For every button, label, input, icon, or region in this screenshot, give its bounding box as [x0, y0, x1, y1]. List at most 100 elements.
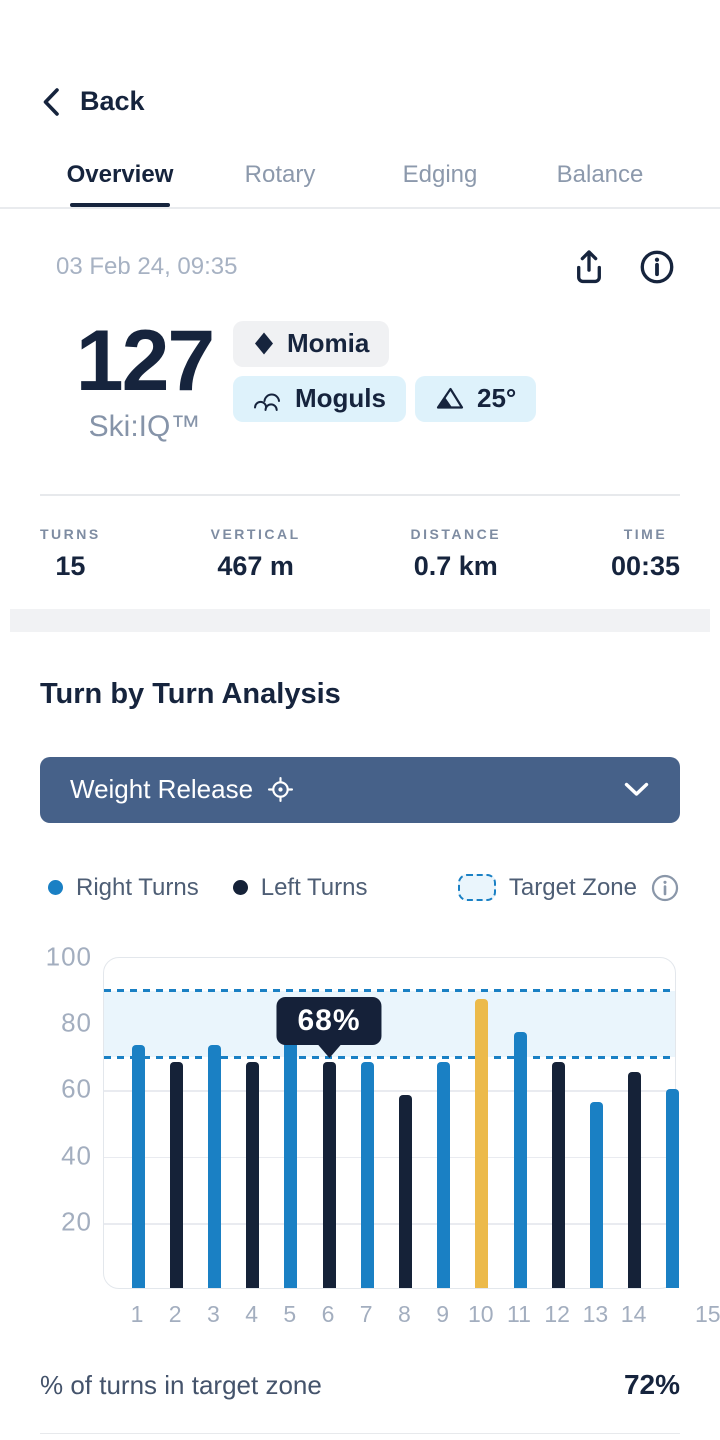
turn-bar-3[interactable]	[207, 1045, 221, 1288]
tab-overview[interactable]: Overview	[40, 161, 200, 207]
tab-rotary[interactable]: Rotary	[200, 161, 360, 203]
stat-turns-label: TURNS	[40, 525, 101, 542]
turn-bar-2[interactable]	[169, 1061, 183, 1288]
active-tab-underline	[70, 203, 170, 207]
tab-balance-label: Balance	[556, 161, 644, 188]
tab-edging[interactable]: Edging	[360, 161, 520, 203]
chevron-left-icon	[40, 87, 62, 117]
tab-edging-label: Edging	[402, 161, 478, 188]
gridline	[104, 1156, 675, 1159]
turn-bar-6[interactable]	[322, 1061, 336, 1288]
tab-balance[interactable]: Balance	[520, 161, 680, 203]
stat-time-value: 00:35	[610, 550, 680, 581]
tab-rotary-label: Rotary	[244, 161, 316, 188]
stat-turns: TURNS 15	[40, 526, 101, 582]
target-zone-swatch	[457, 874, 496, 902]
gridline	[104, 1090, 675, 1092]
x-tick-label: 9	[436, 1300, 449, 1327]
tabs-divider	[0, 207, 720, 209]
stat-distance: DISTANCE 0.7 km	[411, 526, 502, 582]
target-zone-dashed-line	[104, 1055, 675, 1059]
y-tick-label: 40	[61, 1140, 92, 1171]
y-tick-label: 80	[61, 1007, 92, 1038]
right-turns-dot	[48, 880, 63, 896]
share-icon[interactable]	[570, 247, 608, 287]
target-zone-band	[104, 990, 675, 1058]
chart-tooltip: 68%	[276, 996, 382, 1045]
style-tag-label: Moguls	[295, 383, 386, 413]
slope-tag: 25°	[415, 375, 537, 422]
back-button[interactable]: Back	[40, 86, 145, 117]
slope-tag-label: 25°	[477, 383, 517, 413]
x-tick-label: 1	[130, 1300, 144, 1327]
x-tick-label: 12	[544, 1300, 570, 1327]
turn-bar-4[interactable]	[246, 1061, 260, 1288]
tab-bar: Overview Rotary Edging Balance	[40, 161, 680, 207]
chevron-down-icon	[623, 781, 650, 798]
target-zone-info-icon[interactable]	[650, 873, 680, 903]
turn-bar-5[interactable]	[284, 1018, 298, 1288]
x-tick-label: 6	[321, 1300, 335, 1327]
turn-bar-chart: 20 40 60 80 100 68% 1 2 3 4 5 6 7 8 9 10 11 12 13 14 15	[0, 941, 720, 1333]
slope-icon	[435, 386, 465, 411]
x-tick-label: 11	[507, 1300, 531, 1327]
tab-overview-label: Overview	[66, 161, 174, 188]
stat-turns-value: 15	[55, 550, 86, 581]
moguls-icon	[253, 385, 283, 412]
x-tick-label: 7	[359, 1300, 373, 1327]
turn-bar-8[interactable]	[398, 1095, 412, 1288]
turn-bar-1[interactable]	[131, 1045, 145, 1288]
target-icon	[267, 776, 294, 803]
x-tick-label: 8	[397, 1300, 411, 1327]
legend-left-turns: Left Turns	[232, 873, 368, 902]
run-tag-label: Momia	[287, 328, 370, 358]
legend-target-zone: Target Zone	[457, 873, 680, 903]
stat-vertical-label: VERTICAL	[210, 525, 301, 542]
metric-dropdown[interactable]: Weight Release	[40, 756, 680, 823]
x-tick-label: 5	[283, 1300, 297, 1327]
chart-plot: 68%	[103, 956, 680, 1289]
stat-time-label: TIME	[623, 525, 668, 542]
diamond-icon	[253, 331, 275, 356]
chart-y-axis: 20 40 60 80 100	[0, 941, 92, 1289]
y-tick-label: 20	[61, 1206, 92, 1237]
turn-bar-11[interactable]	[513, 1032, 527, 1288]
legend-right-turns: Right Turns	[48, 874, 199, 902]
bottom-divider	[40, 1432, 680, 1435]
turn-bar-12[interactable]	[551, 1061, 565, 1288]
stat-time: TIME 00:35	[611, 526, 680, 582]
left-turns-label: Left Turns	[260, 873, 368, 901]
run-tag: Momia	[233, 320, 390, 367]
turn-bar-13[interactable]	[589, 1101, 603, 1288]
ski-iq-score: 127	[75, 312, 215, 409]
gridline	[104, 1223, 675, 1225]
metric-dropdown-label: Weight Release	[70, 774, 254, 805]
turn-bar-9[interactable]	[437, 1061, 451, 1288]
stat-vertical: VERTICAL 467 m	[211, 526, 301, 582]
section-separator	[10, 608, 710, 632]
info-icon[interactable]	[638, 248, 676, 286]
x-tick-label: 4	[245, 1300, 258, 1327]
chart-legend: Right Turns Left Turns Target Zone	[48, 873, 680, 903]
stats-divider	[40, 494, 680, 496]
analysis-title: Turn by Turn Analysis	[40, 677, 341, 710]
target-zone-footer-value: 72%	[623, 1368, 680, 1400]
stats-row: TURNS 15 VERTICAL 467 m DISTANCE 0.7 km …	[40, 526, 680, 582]
turn-bar-10[interactable]	[475, 998, 489, 1288]
right-turns-label: Right Turns	[76, 873, 199, 901]
back-label: Back	[80, 86, 145, 116]
x-tick-label: 3	[206, 1300, 220, 1327]
x-tick-label: 15	[695, 1300, 720, 1327]
x-tick-label: 13	[582, 1300, 609, 1327]
stat-vertical-value: 467 m	[217, 550, 294, 581]
target-zone-label: Target Zone	[508, 873, 637, 901]
style-tag: Moguls	[233, 375, 406, 422]
target-zone-dashed-line	[104, 989, 675, 993]
turn-bar-7[interactable]	[360, 1061, 374, 1288]
ski-iq-label: Ski:IQ™	[88, 410, 201, 444]
turn-bar-15[interactable]	[666, 1088, 680, 1288]
y-tick-label: 60	[61, 1073, 92, 1104]
left-turns-dot	[232, 880, 248, 896]
turn-bar-14[interactable]	[628, 1071, 642, 1288]
